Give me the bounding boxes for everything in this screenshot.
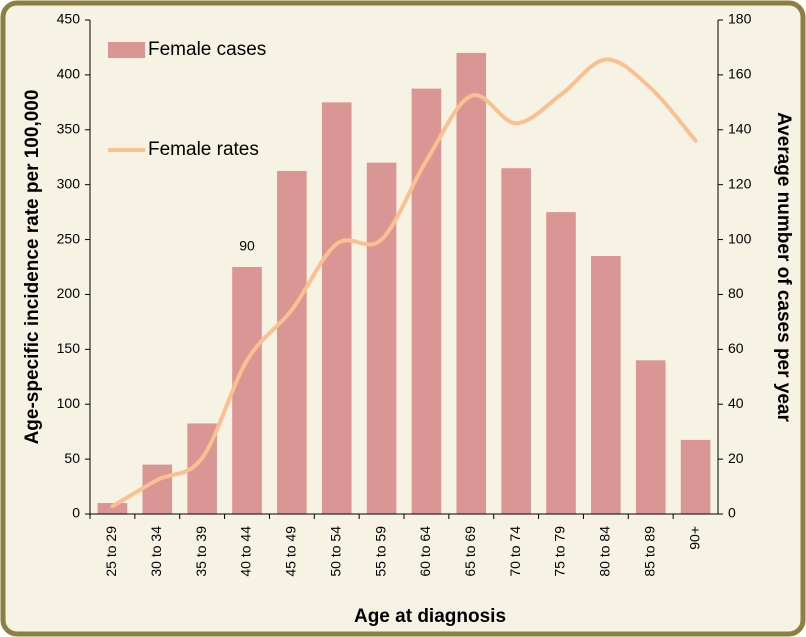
bar bbox=[456, 52, 487, 514]
line bbox=[110, 57, 698, 509]
y-tick-label: 50 bbox=[64, 450, 80, 466]
x-tick-label: 70 to 74 bbox=[507, 526, 523, 577]
bar bbox=[366, 162, 397, 514]
y-tick-label: 100 bbox=[57, 395, 81, 411]
bar bbox=[501, 168, 531, 514]
bar bbox=[635, 360, 666, 514]
x-tick-label: 25 to 29 bbox=[103, 526, 119, 577]
y-tick-label: 400 bbox=[57, 66, 81, 82]
legend-label: Female cases bbox=[148, 39, 266, 60]
y2-tick-label: 140 bbox=[728, 120, 752, 136]
y2-tick-label: 0 bbox=[728, 505, 736, 521]
y-tick-label: 150 bbox=[57, 340, 81, 356]
legend-swatch bbox=[108, 42, 145, 58]
y-tick-label: 450 bbox=[57, 11, 81, 27]
legend-label: Female rates bbox=[148, 139, 259, 160]
y2-tick-label: 160 bbox=[728, 66, 752, 82]
bar bbox=[411, 88, 442, 514]
x-tick-label: 35 to 39 bbox=[193, 526, 209, 577]
bar bbox=[232, 267, 262, 514]
x-tick-label: 80 to 84 bbox=[597, 526, 613, 577]
x-tick-label: 65 to 69 bbox=[462, 526, 478, 577]
x-tick-label: 30 to 34 bbox=[148, 526, 164, 577]
bar bbox=[142, 464, 173, 514]
y-tick-label: 300 bbox=[57, 175, 81, 191]
x-axis-title: Age at diagnosis bbox=[354, 606, 506, 627]
x-tick-label: 60 to 64 bbox=[417, 526, 433, 577]
y-tick-label: 250 bbox=[57, 230, 81, 246]
y2-tick-label: 180 bbox=[728, 11, 752, 27]
bar bbox=[591, 256, 621, 514]
y-tick-label: 0 bbox=[72, 505, 80, 521]
x-tick-label: 75 to 79 bbox=[552, 526, 568, 577]
y2-tick-label: 40 bbox=[728, 395, 744, 411]
y2-tick-label: 100 bbox=[728, 230, 752, 246]
y2-tick-label: 80 bbox=[728, 285, 744, 301]
y-tick-label: 350 bbox=[57, 120, 81, 136]
data-label: 90 bbox=[239, 238, 255, 254]
bar bbox=[546, 212, 576, 514]
x-tick-label: 90+ bbox=[686, 526, 702, 550]
bar bbox=[680, 439, 711, 514]
x-tick-label: 55 to 59 bbox=[372, 526, 388, 577]
y2-axis-title: Average number of cases per year bbox=[773, 112, 794, 422]
y2-tick-label: 120 bbox=[728, 175, 752, 191]
x-tick-label: 40 to 44 bbox=[238, 526, 254, 577]
bar bbox=[321, 102, 352, 514]
y2-tick-label: 60 bbox=[728, 340, 744, 356]
x-tick-label: 50 to 54 bbox=[327, 526, 343, 577]
bar bbox=[277, 170, 307, 514]
bar bbox=[97, 503, 128, 514]
x-tick-label: 85 to 89 bbox=[641, 526, 657, 577]
x-tick-label: 45 to 49 bbox=[283, 526, 299, 577]
y-axis-title: Age-specific incidence rate per 100,000 bbox=[22, 90, 43, 445]
y-tick-label: 200 bbox=[57, 285, 81, 301]
y2-tick-label: 20 bbox=[728, 450, 744, 466]
